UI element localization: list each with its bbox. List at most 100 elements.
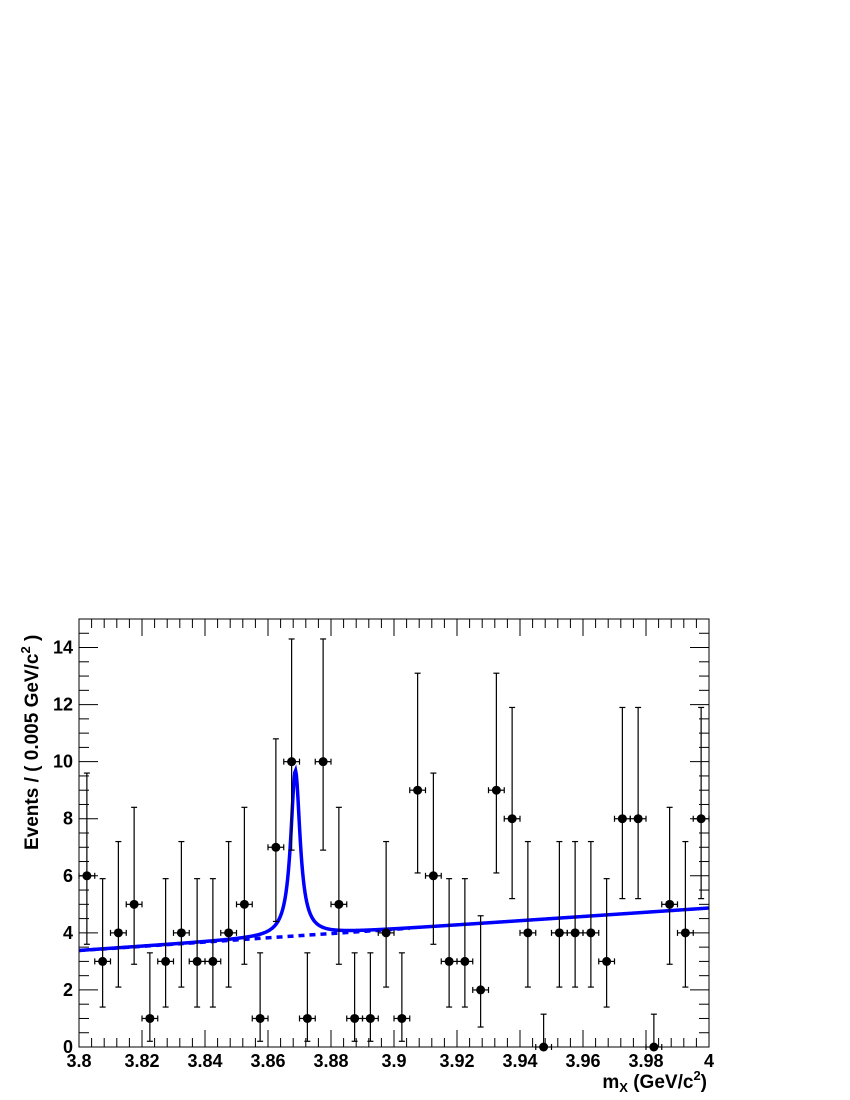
data-point [582, 840, 600, 988]
data-marker [523, 928, 533, 938]
x-tick-label: 3.82 [124, 1051, 159, 1071]
data-marker [271, 842, 281, 852]
data-marker [350, 1013, 360, 1023]
data-marker [334, 899, 344, 909]
data-point [487, 672, 505, 874]
data-marker [176, 928, 186, 938]
data-point [661, 806, 679, 965]
data-marker [129, 899, 139, 909]
data-point [503, 706, 521, 900]
x-tick-label: 3.86 [250, 1051, 285, 1071]
data-marker [208, 956, 218, 966]
data-point [361, 952, 379, 1042]
data-point [566, 840, 584, 988]
data-point [409, 672, 427, 874]
data-marker [665, 899, 675, 909]
data-marker [570, 928, 580, 938]
data-point [550, 840, 568, 988]
y-tick-label: 14 [53, 638, 73, 658]
y-axis-label: Events / ( 0.005 GeV/c2 ) [18, 635, 43, 850]
axis-ticks [78, 618, 710, 1048]
y-tick-label: 8 [63, 809, 73, 829]
y-tick-label: 12 [53, 695, 73, 715]
data-point [472, 915, 490, 1028]
data-marker [586, 928, 596, 938]
data-point [157, 878, 175, 1008]
x-tick-label: 3.98 [628, 1051, 663, 1071]
data-point [251, 952, 269, 1042]
data-point [692, 706, 710, 900]
y-tick-label: 0 [63, 1037, 73, 1057]
data-point [109, 840, 127, 988]
data-marker [633, 814, 643, 824]
data-marker [413, 785, 423, 795]
data-marker [381, 928, 391, 938]
data-marker [460, 956, 470, 966]
data-point [267, 738, 285, 923]
x-tick-label: 3.96 [565, 1051, 600, 1071]
data-marker [680, 928, 690, 938]
data-marker [98, 956, 108, 966]
total-fit-curve [78, 764, 710, 953]
data-point [141, 952, 159, 1042]
data-point [598, 878, 616, 1008]
x-tick-label: 3.84 [187, 1051, 222, 1071]
x-tick-label: 3.94 [502, 1051, 537, 1071]
y-tick-label: 4 [63, 923, 73, 943]
data-point [125, 806, 143, 965]
x-tick-label: 4 [704, 1051, 714, 1071]
data-point [220, 840, 238, 988]
data-point [283, 638, 301, 851]
data-point [346, 952, 364, 1042]
y-tick-label: 6 [63, 866, 73, 886]
data-point [456, 878, 474, 1008]
data-marker [617, 814, 627, 824]
data-marker [554, 928, 564, 938]
data-marker [397, 1013, 407, 1023]
data-point [424, 772, 442, 945]
fit-curves [78, 764, 710, 953]
data-point [519, 840, 537, 988]
data-point [204, 878, 222, 1008]
data-marker [365, 1013, 375, 1023]
data-point [94, 878, 112, 1008]
data-marker [302, 1013, 312, 1023]
data-marker [696, 814, 706, 824]
y-tick-label: 10 [53, 752, 73, 772]
data-marker [224, 928, 234, 938]
x-tick-labels: 3.8 3.82 3.84 3.86 3.88 3.9 3.92 3.94 3.96 3.98 4 [66, 1051, 714, 1071]
y-tick-labels: 0 2 4 6 8 10 12 14 [53, 638, 73, 1057]
data-point [393, 952, 411, 1042]
data-point [676, 840, 694, 988]
data-marker [287, 757, 297, 767]
data-point [377, 840, 395, 988]
y-tick-label: 2 [63, 980, 73, 1000]
x-tick-label: 3.9 [381, 1051, 406, 1071]
data-marker [145, 1013, 155, 1023]
data-marker [476, 985, 486, 995]
data-point [613, 706, 631, 900]
data-point [78, 772, 96, 945]
data-marker [428, 871, 438, 881]
data-marker [113, 928, 123, 938]
x-tick-label: 3.88 [313, 1051, 348, 1071]
data-marker [602, 956, 612, 966]
data-points [78, 638, 710, 1052]
data-point [440, 878, 458, 1008]
x-tick-label: 3.8 [66, 1051, 91, 1071]
data-point [298, 952, 316, 1042]
data-marker [161, 956, 171, 966]
data-point [172, 840, 190, 988]
data-marker [491, 785, 501, 795]
data-point [645, 1013, 663, 1052]
plot-frame [78, 618, 710, 1048]
data-marker [507, 814, 517, 824]
data-point [314, 638, 332, 851]
data-point [330, 806, 348, 965]
data-marker [318, 757, 328, 767]
data-marker [239, 899, 249, 909]
x-axis-label: mX (GeV/c2) [602, 1068, 707, 1095]
data-marker [192, 956, 202, 966]
x-tick-label: 3.92 [439, 1051, 474, 1071]
